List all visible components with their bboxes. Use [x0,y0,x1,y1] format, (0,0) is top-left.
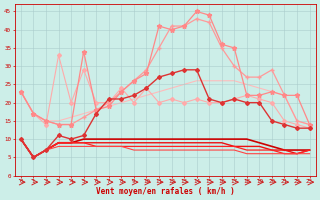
X-axis label: Vent moyen/en rafales ( km/h ): Vent moyen/en rafales ( km/h ) [96,187,235,196]
